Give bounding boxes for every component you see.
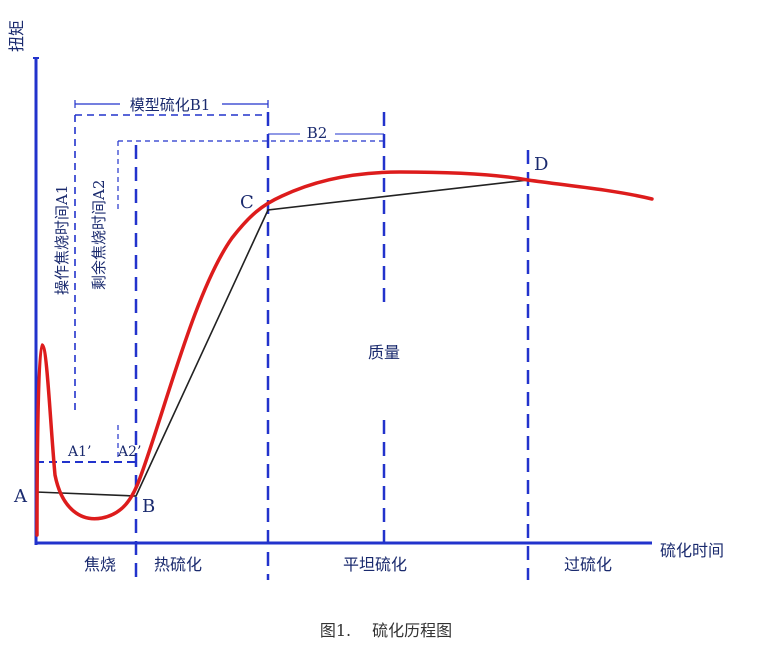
b2-label: B2 [307, 124, 328, 142]
zone-plateau: 平坦硫化 [343, 555, 407, 574]
quality-label: 质量 [368, 343, 400, 362]
zone-heat-cure: 热硫化 [154, 555, 202, 574]
model-cure-label: 模型硫化B1 [130, 96, 211, 114]
point-c: C [240, 192, 254, 213]
x-axis-label: 硫化时间 [660, 541, 724, 560]
rem-scorch-label: 剩余焦烧时间A2 [90, 180, 108, 290]
point-a: A [13, 486, 28, 507]
y-axis-label: 扭矩 [7, 20, 26, 52]
op-scorch-label: 操作焦烧时间A1 [53, 185, 71, 295]
figure-caption: 图1. 硫化历程图 [320, 621, 452, 640]
a2p-label: A2’ [117, 444, 141, 460]
chord-abcd [35, 179, 529, 497]
zone-over-cure: 过硫化 [564, 555, 612, 574]
zone-scorch: 焦烧 [84, 555, 116, 574]
a1p-label: A1’ [67, 444, 91, 460]
point-d: D [534, 154, 548, 175]
point-b: B [142, 496, 155, 517]
cure-curve [35, 170, 654, 537]
